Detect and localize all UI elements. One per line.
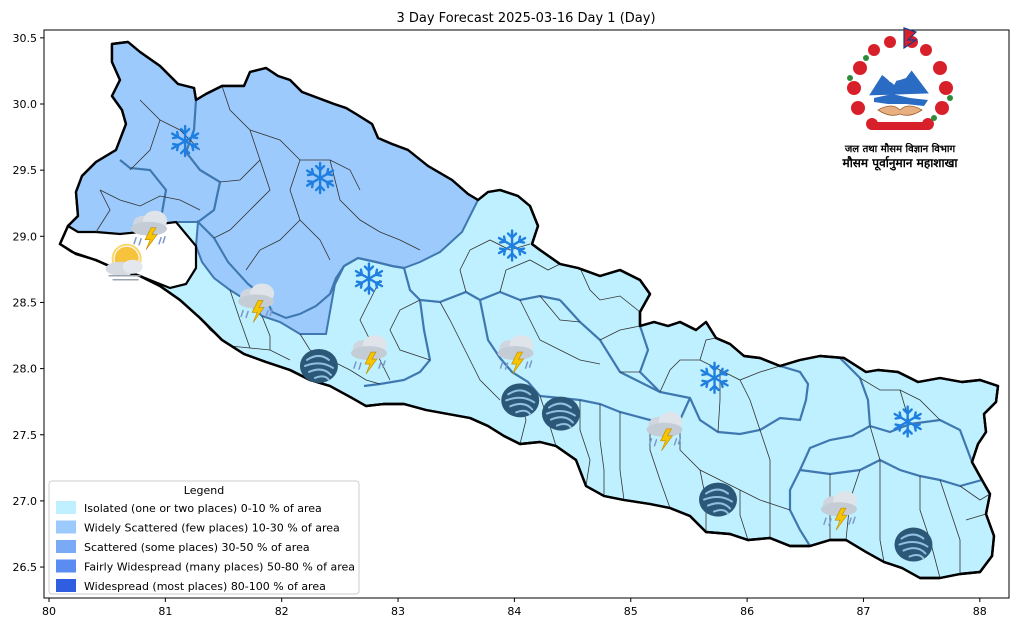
y-tick-label: 27.0 [13,495,38,508]
y-tick-label: 29.5 [13,164,38,177]
y-tick-label: 26.5 [13,561,38,574]
y-tick-label: 30.0 [13,98,38,111]
windstorm-icon [298,347,339,384]
nepal-border [58,40,1000,580]
y-tick-label: 28.5 [13,296,38,309]
legend-swatch [56,579,76,592]
windstorm-icon [540,395,581,432]
windstorm-icon [893,526,934,563]
legend-title: Legend [184,484,224,497]
y-tick-label: 30.5 [13,32,38,45]
windstorm-icon [698,481,739,518]
legend-swatch [56,559,76,573]
x-tick-label: 86 [740,605,754,618]
windstorm-icon [500,382,541,419]
emblem-line1: जल तथा मौसम विज्ञान विभाग [844,142,956,155]
x-tick-label: 85 [624,605,638,618]
y-axis: 30.5 30.0 29.5 29.0 28.5 28.0 27.5 27.0 26.5 [13,32,44,574]
x-tick-label: 80 [42,605,56,618]
emblem-nepal-map [874,94,928,106]
x-tick-label: 88 [973,605,987,618]
emblem-flowers [847,36,953,130]
x-tick-label: 82 [275,605,289,618]
x-tick-label: 87 [856,605,870,618]
x-tick-label: 83 [391,605,405,618]
legend-swatch [56,520,76,534]
legend-label: Widespread (most places) 80-100 % of are… [84,580,326,593]
legend-label: Scattered (some places) 30-50 % of area [84,541,310,554]
y-tick-label: 29.0 [13,230,38,243]
emblem-handshake [877,105,923,116]
map-title: 3 Day Forecast 2025-03-16 Day 1 (Day) [396,11,655,26]
nepal-map [58,40,1000,580]
x-tick-label: 81 [158,605,172,618]
emblem-line2: मौसम पूर्वानुमान महाशाखा [842,156,959,171]
y-tick-label: 28.0 [13,363,38,376]
legend-label: Fairly Widespread (many places) 50-80 % … [84,561,355,574]
district-borders [95,85,991,579]
legend-label: Widely Scattered (few places) 10-30 % of… [84,522,340,535]
x-tick-label: 84 [507,605,521,618]
y-tick-label: 27.5 [13,429,38,442]
legend-label: Isolated (one or two places) 0-10 % of a… [84,502,322,515]
emblem-flag [903,27,918,50]
legend-swatch [56,501,76,514]
x-axis: 80 81 82 83 84 85 86 87 88 [42,598,987,618]
dhm-emblem: जल तथा मौसम विज्ञान विभाग मौसम पूर्वानुम… [842,27,959,171]
plot-frame [43,29,1010,599]
legend-swatch [56,540,76,553]
legend: Legend Isolated (one or two places) 0-10… [48,480,360,595]
